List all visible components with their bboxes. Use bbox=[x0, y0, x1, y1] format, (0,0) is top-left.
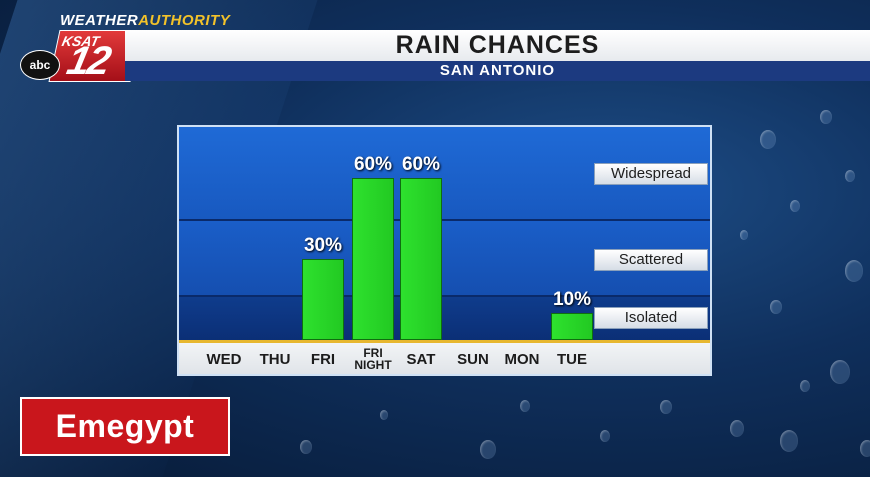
raindrop bbox=[740, 230, 748, 240]
weather-authority-logo: WEATHERAUTHORITY bbox=[60, 12, 231, 29]
raindrop bbox=[600, 430, 610, 442]
tick-label: WED bbox=[206, 351, 242, 368]
day-label-mon: MON bbox=[494, 352, 550, 368]
raindrop bbox=[860, 440, 870, 457]
day-label-strip bbox=[179, 343, 710, 374]
rain-chance-chart: Widespread Scattered Isolated WED THU 30% FRI… bbox=[177, 125, 712, 376]
raindrop bbox=[820, 110, 832, 125]
raindrop bbox=[300, 440, 312, 455]
chart-subtitle: SAN ANTONIO bbox=[439, 62, 556, 79]
data-label: 30% bbox=[303, 235, 343, 256]
chart-title: RAIN CHANCES bbox=[395, 31, 600, 59]
tick-label: NIGHT bbox=[354, 358, 392, 372]
raindrop bbox=[480, 440, 496, 460]
band-separator bbox=[179, 295, 710, 297]
bar-fri-night bbox=[352, 178, 394, 340]
badge-text: Emegypt bbox=[55, 408, 195, 444]
level-label-isolated: Isolated bbox=[594, 307, 708, 329]
chart-baseline bbox=[179, 340, 710, 343]
title-bar: RAIN CHANCES bbox=[125, 30, 870, 61]
day-label-tue: TUE bbox=[544, 352, 600, 368]
raindrop bbox=[830, 360, 850, 384]
bar-tue bbox=[551, 313, 593, 340]
band-separator bbox=[179, 219, 710, 221]
raindrop bbox=[520, 400, 530, 412]
raindrop bbox=[845, 260, 863, 282]
day-label-fri-night: FRI NIGHT bbox=[345, 347, 401, 371]
tick-label: THU bbox=[259, 351, 291, 368]
day-label-sat: SAT bbox=[393, 352, 449, 368]
abc-logo: abc bbox=[20, 50, 60, 80]
tick-label: FRI bbox=[363, 346, 383, 360]
tick-label: SAT bbox=[406, 351, 436, 368]
tick-label: MON bbox=[504, 351, 540, 368]
tick-label: TUE bbox=[557, 351, 587, 368]
data-label: 60% bbox=[353, 154, 393, 175]
raindrop bbox=[760, 130, 776, 150]
day-label-wed: WED bbox=[196, 352, 252, 368]
data-label: 60% bbox=[401, 154, 441, 175]
day-label-thu: THU bbox=[247, 352, 303, 368]
raindrop bbox=[730, 420, 744, 437]
day-label-fri: FRI bbox=[295, 352, 351, 368]
tick-label: FRI bbox=[310, 351, 336, 368]
raindrop bbox=[770, 300, 782, 315]
bar-sat bbox=[400, 178, 442, 340]
level-label-widespread: Widespread bbox=[594, 163, 708, 185]
raindrop bbox=[845, 170, 855, 182]
day-label-sun: SUN bbox=[445, 352, 501, 368]
raindrop bbox=[800, 380, 810, 392]
bar-fri bbox=[302, 259, 344, 340]
tick-label: SUN bbox=[457, 351, 489, 368]
subtitle-bar: SAN ANTONIO bbox=[125, 61, 870, 81]
raindrop bbox=[660, 400, 672, 415]
level-label-scattered: Scattered bbox=[594, 249, 708, 271]
raindrop bbox=[380, 410, 388, 420]
channel-badge: Emegypt bbox=[20, 397, 230, 456]
raindrop bbox=[780, 430, 798, 452]
raindrop bbox=[790, 200, 800, 212]
data-label: 10% bbox=[552, 289, 592, 310]
